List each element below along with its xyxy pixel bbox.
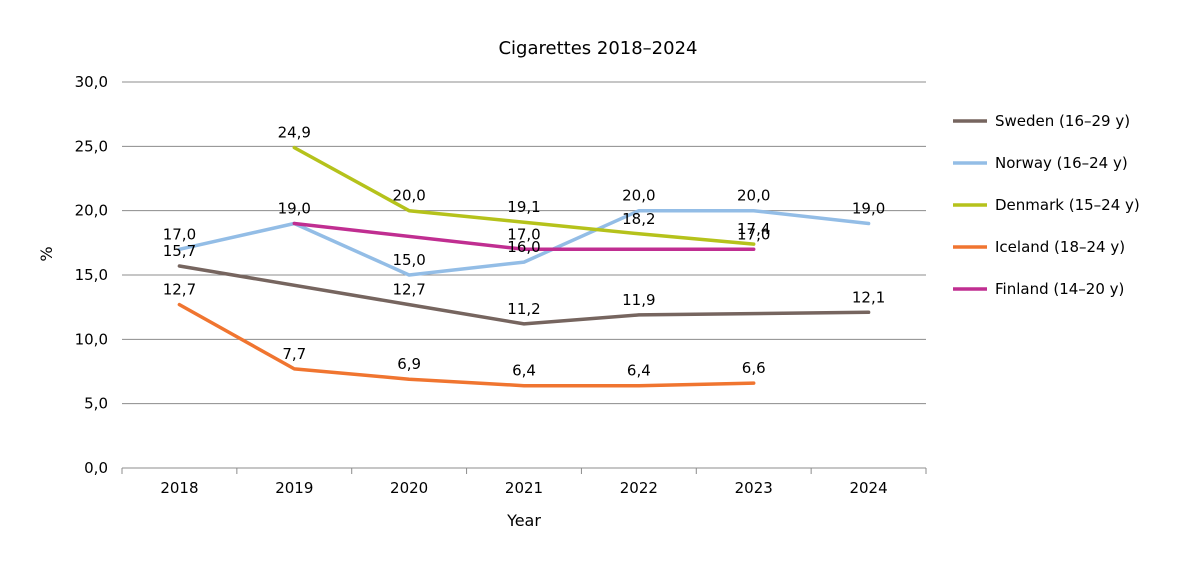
legend-label: Sweden (16–29 y) xyxy=(995,112,1130,130)
data-label: 6,4 xyxy=(512,362,536,380)
data-label: 12,1 xyxy=(852,288,885,306)
data-label: 18,2 xyxy=(622,210,655,228)
data-label: 15,0 xyxy=(392,251,425,269)
data-label: 16,0 xyxy=(507,238,540,256)
y-tick-label: 10,0 xyxy=(75,330,108,348)
data-labels: 15,7 12,7 11,2 11,9 12,1 17,0 19,0 15,0 16,0 20,0… xyxy=(163,124,886,380)
data-label: 6,6 xyxy=(742,359,766,377)
y-axis-ticks: 0,0 5,0 10,0 15,0 20,0 25,0 30,0 xyxy=(75,73,108,477)
data-label: 15,7 xyxy=(163,242,196,260)
data-label: 17,4 xyxy=(737,220,770,238)
y-tick-label: 30,0 xyxy=(75,73,108,91)
chart-title: Cigarettes 2018–2024 xyxy=(498,38,697,59)
x-tick-label: 2018 xyxy=(160,479,198,497)
legend-label: Iceland (18–24 y) xyxy=(995,238,1125,256)
gridlines xyxy=(122,81,926,469)
x-tick-label: 2019 xyxy=(275,479,313,497)
legend: Sweden (16–29 y) Norway (16–24 y) Denmark … xyxy=(953,112,1140,298)
y-tick-label: 20,0 xyxy=(75,202,108,220)
data-label: 11,9 xyxy=(622,291,655,309)
y-axis-label: % xyxy=(37,246,56,261)
x-tick-label: 2024 xyxy=(849,479,887,497)
data-label: 19,1 xyxy=(507,198,540,216)
x-tick-label: 2021 xyxy=(505,479,543,497)
data-label: 6,4 xyxy=(627,362,651,380)
data-label: 24,9 xyxy=(278,124,311,142)
y-tick-label: 25,0 xyxy=(75,137,108,155)
series-group xyxy=(177,145,871,388)
data-label: 17,0 xyxy=(737,225,770,243)
x-axis-label: Year xyxy=(506,511,541,530)
x-axis-ticks: 2018 2019 2020 2021 2022 2023 2024 xyxy=(121,468,927,497)
x-tick-label: 2023 xyxy=(735,479,773,497)
data-label: 7,7 xyxy=(282,345,306,363)
data-label: 11,2 xyxy=(507,300,540,318)
legend-label: Finland (14–20 y) xyxy=(995,280,1124,298)
data-label: 20,0 xyxy=(392,187,425,205)
data-label: 20,0 xyxy=(622,187,655,205)
data-label: 6,9 xyxy=(397,355,421,373)
data-label: 19,0 xyxy=(852,200,885,218)
data-label: 12,7 xyxy=(392,281,425,299)
y-tick-label: 5,0 xyxy=(84,395,108,413)
series-line-iceland-18-24-y xyxy=(177,302,756,388)
x-tick-label: 2022 xyxy=(620,479,658,497)
data-label: 17,0 xyxy=(507,225,540,243)
data-label: 19,0 xyxy=(278,200,311,218)
y-tick-label: 15,0 xyxy=(75,266,108,284)
legend-label: Denmark (15–24 y) xyxy=(995,196,1140,214)
data-label: 17,0 xyxy=(163,225,196,243)
legend-label: Norway (16–24 y) xyxy=(995,154,1128,172)
data-label: 12,7 xyxy=(163,281,196,299)
data-label: 20,0 xyxy=(737,187,770,205)
y-tick-label: 0,0 xyxy=(84,459,108,477)
x-tick-label: 2020 xyxy=(390,479,428,497)
